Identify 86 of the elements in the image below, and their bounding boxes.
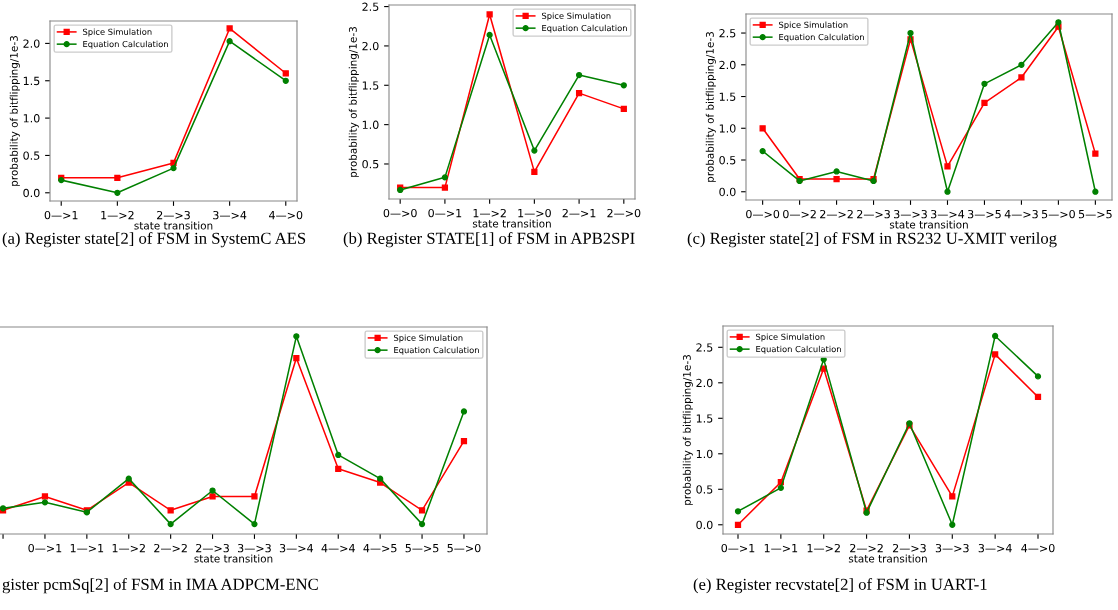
x-tick-label: 5—>5 xyxy=(405,544,439,553)
y-tick-label: 0.5 xyxy=(719,155,736,165)
x-tick-label: 0—>1 xyxy=(428,208,462,218)
x-tick-label: 3—>5 xyxy=(968,209,1001,219)
x-tick-label: 0—>1 xyxy=(721,543,755,553)
legend-label: Equation Calculation xyxy=(542,24,627,33)
x-axis-title: state transition xyxy=(889,220,968,229)
y-tick-label: 1.0 xyxy=(362,120,379,130)
x-axis-title: state transition xyxy=(848,554,927,563)
y-axis-title: probability of bitflipping/1e-3 xyxy=(9,36,20,186)
x-tick-label: 3—>4 xyxy=(279,543,314,553)
x-tick-label: 4—>5 xyxy=(363,544,397,553)
x-axis-title: state transition xyxy=(472,219,551,228)
y-axis-title: probability of bitflipping/1e-3 xyxy=(348,27,359,177)
y-tick-label: 1.5 xyxy=(23,76,40,86)
x-tick-label: 1—>0 xyxy=(518,208,551,218)
legend-label: Equation Calculation xyxy=(394,346,479,355)
y-tick-label: 0.0 xyxy=(23,188,40,198)
legend-label: Spice Simulation xyxy=(779,21,848,30)
legend-label: Spice Simulation xyxy=(756,333,825,342)
legend-label: Equation Calculation xyxy=(83,40,168,49)
y-tick-label: 0.5 xyxy=(362,159,379,169)
y-tick-label: 1.5 xyxy=(696,414,713,423)
y-tick-label: 1.0 xyxy=(696,449,713,459)
x-tick-label: 2—>0 xyxy=(607,208,641,218)
x-tick-label: 4—>4 xyxy=(321,544,355,553)
x-tick-label: 3—>4 xyxy=(213,210,247,220)
y-tick-label: 2.5 xyxy=(696,343,713,352)
x-tick-label: 0—>1 xyxy=(28,543,62,553)
y-tick-label: 0.5 xyxy=(23,151,40,160)
legend-label: Equation Calculation xyxy=(779,33,864,42)
x-axis-title: state transition xyxy=(194,554,273,563)
y-tick-label: 0.0 xyxy=(719,187,736,197)
x-tick-label: 2—>3 xyxy=(857,209,890,219)
x-tick-label: 1—>1 xyxy=(70,544,104,553)
x-tick-label: 5—>0 xyxy=(447,543,481,553)
text: (a) Register state[2] of FSM in SystemC AES xyxy=(2,232,306,248)
x-tick-label: 4—>3 xyxy=(1004,209,1038,219)
y-tick-label: 2.5 xyxy=(719,29,736,38)
x-tick-label: 2—>1 xyxy=(562,208,596,218)
legend-label: Spice Simulation xyxy=(394,334,463,343)
y-axis-title: probability of bitflipping/1e-3 xyxy=(682,355,693,505)
y-tick-label: 0.5 xyxy=(696,485,713,494)
x-tick-label: 2—>3 xyxy=(196,543,229,553)
text: (b) Register STATE[1] of FSM in APB2SPI xyxy=(343,232,635,248)
x-tick-label: 2—>3 xyxy=(892,543,926,553)
x-tick-label: 1—>1 xyxy=(764,544,798,553)
y-tick-label: 1.5 xyxy=(362,81,379,90)
x-tick-label: 4—>0 xyxy=(1021,543,1055,553)
x-tick-label: 1—>2 xyxy=(473,208,506,218)
x-axis-title: state transition xyxy=(134,221,213,230)
x-tick-label: 0—>1 xyxy=(44,210,78,220)
text: gister pcmSq[2] of FSM in IMA ADPCM-ENC xyxy=(2,578,318,594)
y-tick-label: 2.5 xyxy=(362,2,379,11)
legend-label: Equation Calculation xyxy=(756,345,841,354)
y-axis-title: probability of bitflipping/1e-3 xyxy=(705,32,716,182)
x-tick-label: 2—>2 xyxy=(820,209,853,219)
y-tick-label: 2.0 xyxy=(696,378,713,388)
x-tick-label: 1—>2 xyxy=(101,210,134,220)
legend-label: Spice Simulation xyxy=(542,12,611,21)
x-tick-label: 5—>0 xyxy=(1041,209,1075,219)
x-tick-label: 0—>0 xyxy=(383,208,417,218)
x-tick-label: 0—>0 xyxy=(746,209,780,219)
x-tick-label: 3—>3 xyxy=(935,543,969,553)
y-tick-label: 2.0 xyxy=(719,60,736,70)
y-tick-label: 1.0 xyxy=(719,124,736,133)
x-tick-label: 2—>2 xyxy=(850,543,883,553)
x-tick-label: 3—>4 xyxy=(931,209,965,219)
y-tick-label: 2.0 xyxy=(23,39,40,48)
x-tick-label: 1—>2 xyxy=(807,543,840,553)
x-tick-label: 0—>2 xyxy=(783,209,816,219)
x-tick-label: 2—>3 xyxy=(157,210,190,220)
text: (e) Register recvstate[2] of FSM in UART-1 xyxy=(693,578,987,594)
y-tick-label: 0.0 xyxy=(696,520,713,530)
x-tick-label: 2—>2 xyxy=(154,543,187,553)
x-tick-label: 3—>4 xyxy=(978,543,1012,553)
x-tick-label: 3—>3 xyxy=(238,543,271,553)
legend-label: Spice Simulation xyxy=(83,28,152,37)
y-tick-label: 1.0 xyxy=(23,114,40,123)
x-tick-label: 5—>5 xyxy=(1078,210,1112,219)
x-tick-label: 3—>3 xyxy=(894,209,927,219)
y-tick-label: 2.0 xyxy=(362,41,379,51)
text: (c) Register state[2] of FSM in RS232 U-XMIT verilog xyxy=(687,232,1057,248)
x-tick-label: 4—>0 xyxy=(269,210,303,220)
y-tick-label: 1.5 xyxy=(719,92,736,101)
x-tick-label: 1—>2 xyxy=(112,543,145,553)
